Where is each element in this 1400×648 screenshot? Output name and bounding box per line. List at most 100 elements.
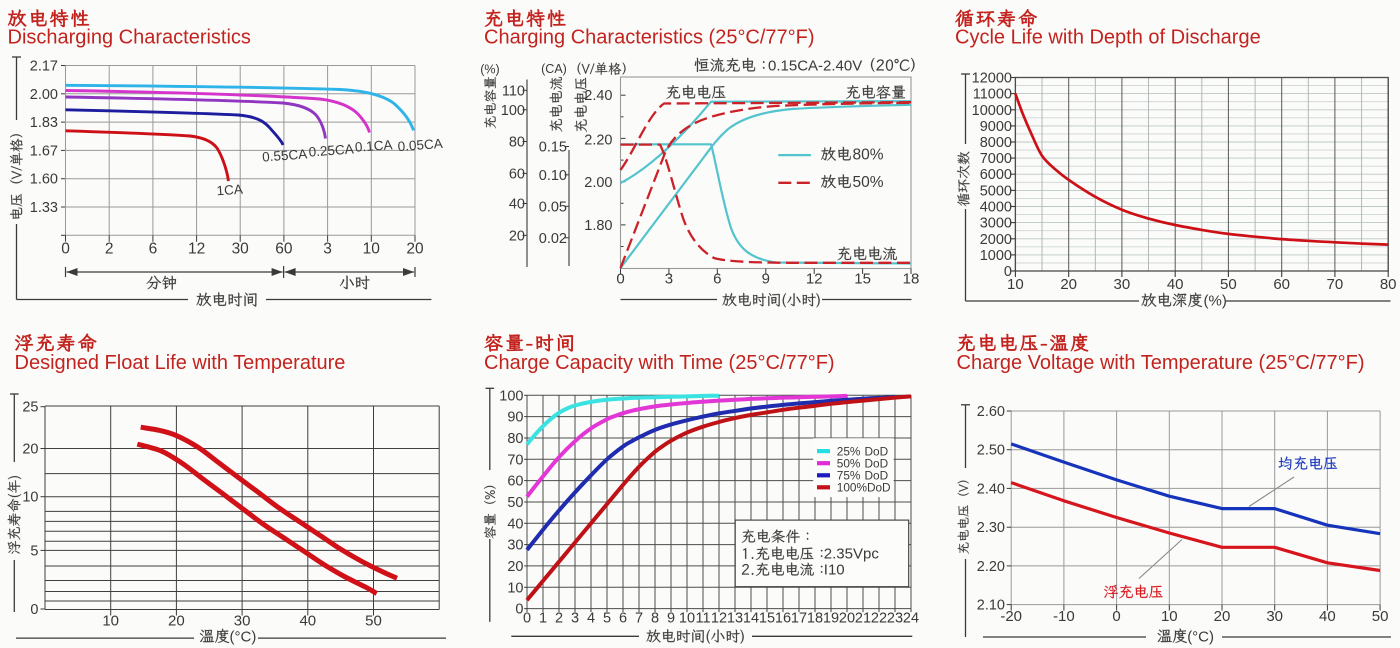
svg-text:2.00: 2.00 — [30, 87, 58, 103]
svg-text:17: 17 — [791, 611, 807, 627]
svg-text:1CA: 1CA — [216, 182, 243, 199]
svg-text:6000: 6000 — [980, 167, 1012, 183]
svg-text:10: 10 — [102, 613, 119, 630]
svg-text:9000: 9000 — [980, 119, 1012, 135]
svg-text:75%: 75% — [837, 469, 861, 483]
svg-text:50: 50 — [365, 613, 382, 630]
svg-text:0: 0 — [515, 602, 523, 618]
svg-text:1.83: 1.83 — [30, 115, 58, 131]
svg-text:19: 19 — [823, 611, 839, 627]
svg-text:0: 0 — [1112, 608, 1120, 625]
svg-text:3000: 3000 — [980, 216, 1012, 232]
svg-text:3: 3 — [323, 241, 332, 258]
svg-text:2.20: 2.20 — [584, 133, 612, 149]
svg-text:7: 7 — [635, 611, 643, 627]
svg-text:20: 20 — [1214, 608, 1231, 625]
svg-text:0: 0 — [30, 602, 38, 618]
svg-text:0.10: 0.10 — [539, 168, 567, 184]
svg-text:40: 40 — [1167, 276, 1184, 293]
svg-text:12: 12 — [188, 241, 205, 258]
svg-text:40: 40 — [299, 613, 316, 630]
svg-text:0: 0 — [1004, 264, 1012, 280]
svg-text:0.15CA-2.40V: 0.15CA-2.40V — [768, 58, 862, 75]
svg-text:20: 20 — [22, 442, 38, 458]
svg-text:Discharging Characteristics: Discharging Characteristics — [8, 27, 251, 49]
svg-text:2.40: 2.40 — [977, 481, 1005, 497]
svg-text:2: 2 — [555, 611, 563, 627]
svg-text:14: 14 — [743, 611, 759, 627]
svg-text:5000: 5000 — [980, 183, 1012, 199]
svg-text:15: 15 — [854, 271, 871, 288]
svg-text:60: 60 — [275, 241, 293, 258]
svg-text:10: 10 — [1007, 276, 1024, 293]
svg-text:(°C): (°C) — [230, 629, 257, 646]
svg-text:90: 90 — [507, 410, 523, 426]
svg-text:30: 30 — [1266, 608, 1283, 625]
svg-text:10: 10 — [22, 490, 38, 506]
svg-text:0.25CA: 0.25CA — [308, 141, 354, 159]
svg-text:0.05CA: 0.05CA — [397, 136, 443, 154]
svg-text:I10: I10 — [824, 562, 845, 579]
svg-text:0.55CA: 0.55CA — [262, 146, 308, 164]
svg-text:21: 21 — [855, 611, 871, 627]
svg-text:Designed Float Life with Tempe: Designed Float Life with Temperature — [15, 352, 346, 374]
svg-text:40: 40 — [1319, 608, 1336, 625]
svg-text:80: 80 — [507, 431, 523, 447]
svg-text:3: 3 — [571, 611, 579, 627]
svg-text:2.40: 2.40 — [584, 88, 612, 104]
svg-text:60: 60 — [509, 166, 525, 182]
svg-text:1.80: 1.80 — [584, 218, 612, 234]
svg-text:20: 20 — [1060, 276, 1077, 293]
svg-text:0.1CA: 0.1CA — [354, 137, 392, 155]
svg-text:6: 6 — [713, 271, 721, 288]
svg-text:3: 3 — [665, 271, 673, 288]
svg-text:2.30: 2.30 — [977, 520, 1005, 536]
svg-text:2.10: 2.10 — [977, 598, 1005, 614]
svg-text:1000: 1000 — [980, 248, 1012, 264]
svg-text:4: 4 — [587, 611, 595, 627]
svg-text:50: 50 — [1372, 608, 1389, 625]
svg-text:40: 40 — [507, 516, 523, 532]
svg-text:2.20: 2.20 — [977, 559, 1005, 575]
svg-text:20: 20 — [168, 613, 185, 630]
svg-text:7000: 7000 — [980, 151, 1012, 167]
svg-text:11000: 11000 — [973, 87, 1012, 103]
svg-text:1.60: 1.60 — [30, 172, 58, 188]
svg-text:80%: 80% — [853, 147, 884, 164]
svg-text:DoD: DoD — [865, 444, 889, 458]
svg-text:23: 23 — [887, 611, 903, 627]
svg-text:-20: -20 — [1000, 608, 1022, 625]
svg-text:10: 10 — [507, 580, 523, 596]
svg-text:-10: -10 — [1053, 608, 1075, 625]
svg-text:50: 50 — [507, 495, 523, 511]
svg-text:10000: 10000 — [972, 103, 1012, 119]
svg-text:50%: 50% — [853, 174, 884, 191]
svg-text:30: 30 — [507, 538, 523, 554]
svg-text:Charge Voltage with Temperatur: Charge Voltage with Temperature (25°C/77… — [957, 352, 1365, 374]
svg-text:1.67: 1.67 — [30, 143, 58, 159]
svg-text:DoD: DoD — [865, 469, 889, 483]
svg-text:80: 80 — [1380, 276, 1397, 293]
svg-text:13: 13 — [727, 611, 743, 627]
svg-text:DoD: DoD — [865, 456, 889, 470]
svg-text:20: 20 — [507, 559, 523, 575]
svg-text:40: 40 — [509, 197, 525, 213]
svg-text:(CA): (CA) — [541, 62, 567, 76]
svg-text:0: 0 — [523, 611, 531, 627]
svg-text:4000: 4000 — [980, 200, 1012, 216]
svg-text:(%): (%) — [1204, 293, 1227, 310]
svg-text:11: 11 — [695, 611, 710, 627]
svg-text:25: 25 — [22, 400, 38, 416]
svg-text:20: 20 — [406, 241, 424, 258]
svg-text:0: 0 — [61, 241, 70, 258]
svg-text:9: 9 — [667, 611, 675, 627]
svg-text:2: 2 — [105, 241, 114, 258]
svg-text:60: 60 — [507, 474, 523, 490]
svg-text:16: 16 — [775, 611, 791, 627]
svg-text:25%: 25% — [837, 444, 861, 458]
svg-text:70: 70 — [507, 452, 523, 468]
svg-text:(%): (%) — [480, 63, 499, 77]
svg-text:12: 12 — [806, 271, 823, 288]
svg-text:12000: 12000 — [972, 71, 1012, 87]
svg-text:2.60: 2.60 — [977, 404, 1005, 420]
